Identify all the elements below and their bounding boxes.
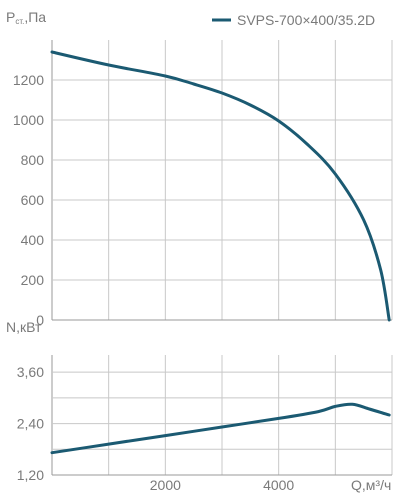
power-axis-label: N,кВт	[6, 319, 42, 335]
pressure-tick-label: 600	[21, 192, 45, 208]
pressure-label-unit: ,Па	[24, 9, 46, 25]
power-tick-label: 3,60	[17, 364, 44, 380]
power-curve	[50, 402, 391, 455]
power-tick-label: 2,40	[17, 416, 44, 432]
pressure-label-main: P	[6, 9, 15, 25]
pressure-axis-label: Pст.,Па	[6, 9, 46, 26]
legend-label: SVPS-700×400/35.2D	[237, 12, 375, 28]
flow-tick-label: 2000	[150, 477, 181, 493]
power-grid	[51, 355, 393, 476]
pressure-tick-label: 200	[21, 272, 45, 288]
pressure-tick-label: 400	[21, 232, 45, 248]
pressure-tick-label: 800	[21, 152, 45, 168]
power-tick-labels: 1,20 2,40 3,60	[17, 364, 44, 483]
pressure-tick-label: 1000	[13, 112, 44, 128]
power-tick-label: 1,20	[17, 467, 44, 483]
pressure-tick-label: 1200	[13, 72, 44, 88]
pressure-label-sub: ст.	[15, 17, 24, 26]
flow-axis-label: Q,м³/ч	[351, 477, 391, 493]
flow-tick-label: 4000	[263, 477, 294, 493]
flow-tick-labels: 2000 4000	[150, 477, 295, 493]
pressure-curve	[50, 50, 391, 322]
pressure-grid	[51, 40, 393, 321]
pressure-tick-labels: 0 200 400 600 800 1000 1200	[13, 72, 44, 328]
pressure-tick-label: 0	[36, 312, 44, 328]
